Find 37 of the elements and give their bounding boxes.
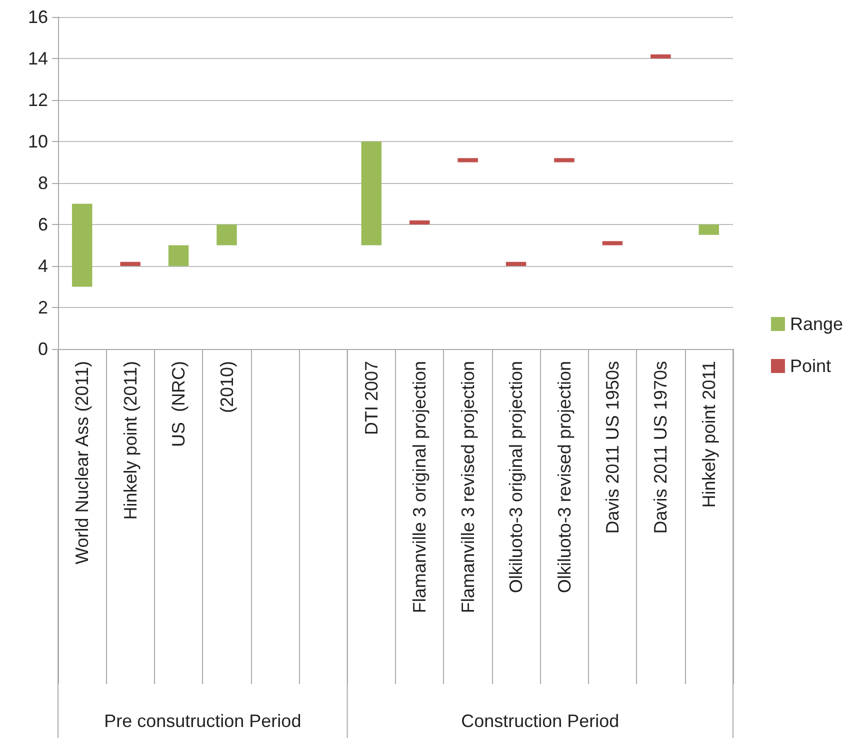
x-tick-label: World Nuclear Ass (2011) (72, 361, 92, 564)
bar (120, 262, 140, 266)
x-tick-label: Davis 2011 US 1970s (650, 361, 671, 534)
x-tick-label: Hinkely point (2011) (120, 361, 140, 520)
x-tick-label: Davis 2011 US 1950s (602, 361, 622, 534)
y-tick-label: 16 (28, 7, 48, 27)
bar (698, 224, 720, 235)
bar (361, 142, 382, 246)
bar (650, 54, 671, 58)
legend-label: Range (790, 314, 844, 334)
y-tick-label: 2 (38, 298, 48, 318)
y-tick-label: 12 (28, 90, 48, 110)
y-tick-label: 4 (38, 256, 48, 276)
x-tick-label: Flamanville 3 original projection (410, 361, 430, 614)
y-tick-label: 10 (28, 132, 48, 152)
x-tick-label: Olkiluoto-3 revised projection (554, 361, 574, 594)
y-tick-label: 14 (28, 48, 48, 68)
bar (554, 158, 574, 162)
x-tick-label: Olkiluoto-3 original projection (506, 361, 526, 594)
bar (409, 220, 430, 224)
x-tick-label: Hinkely point 2011 (698, 361, 719, 508)
bar (506, 262, 526, 266)
bar (458, 158, 478, 162)
x-tick-label: Flamanville 3 revised projection (458, 361, 478, 614)
text: Construction Period (461, 711, 620, 731)
bar (72, 204, 92, 287)
y-tick-label: 0 (38, 339, 48, 359)
text: Pre consutruction Period (104, 711, 302, 731)
x-tick-label: US (NRC) (168, 361, 189, 447)
bar (216, 224, 237, 246)
x-tick-label: DTI 2007 (361, 361, 382, 436)
bar (602, 241, 623, 246)
y-tick-label: 8 (38, 173, 48, 193)
bar (168, 245, 189, 266)
x-tick-label: (2010) (216, 361, 237, 414)
legend-label: Point (790, 356, 831, 376)
y-tick-label: 6 (38, 214, 48, 234)
